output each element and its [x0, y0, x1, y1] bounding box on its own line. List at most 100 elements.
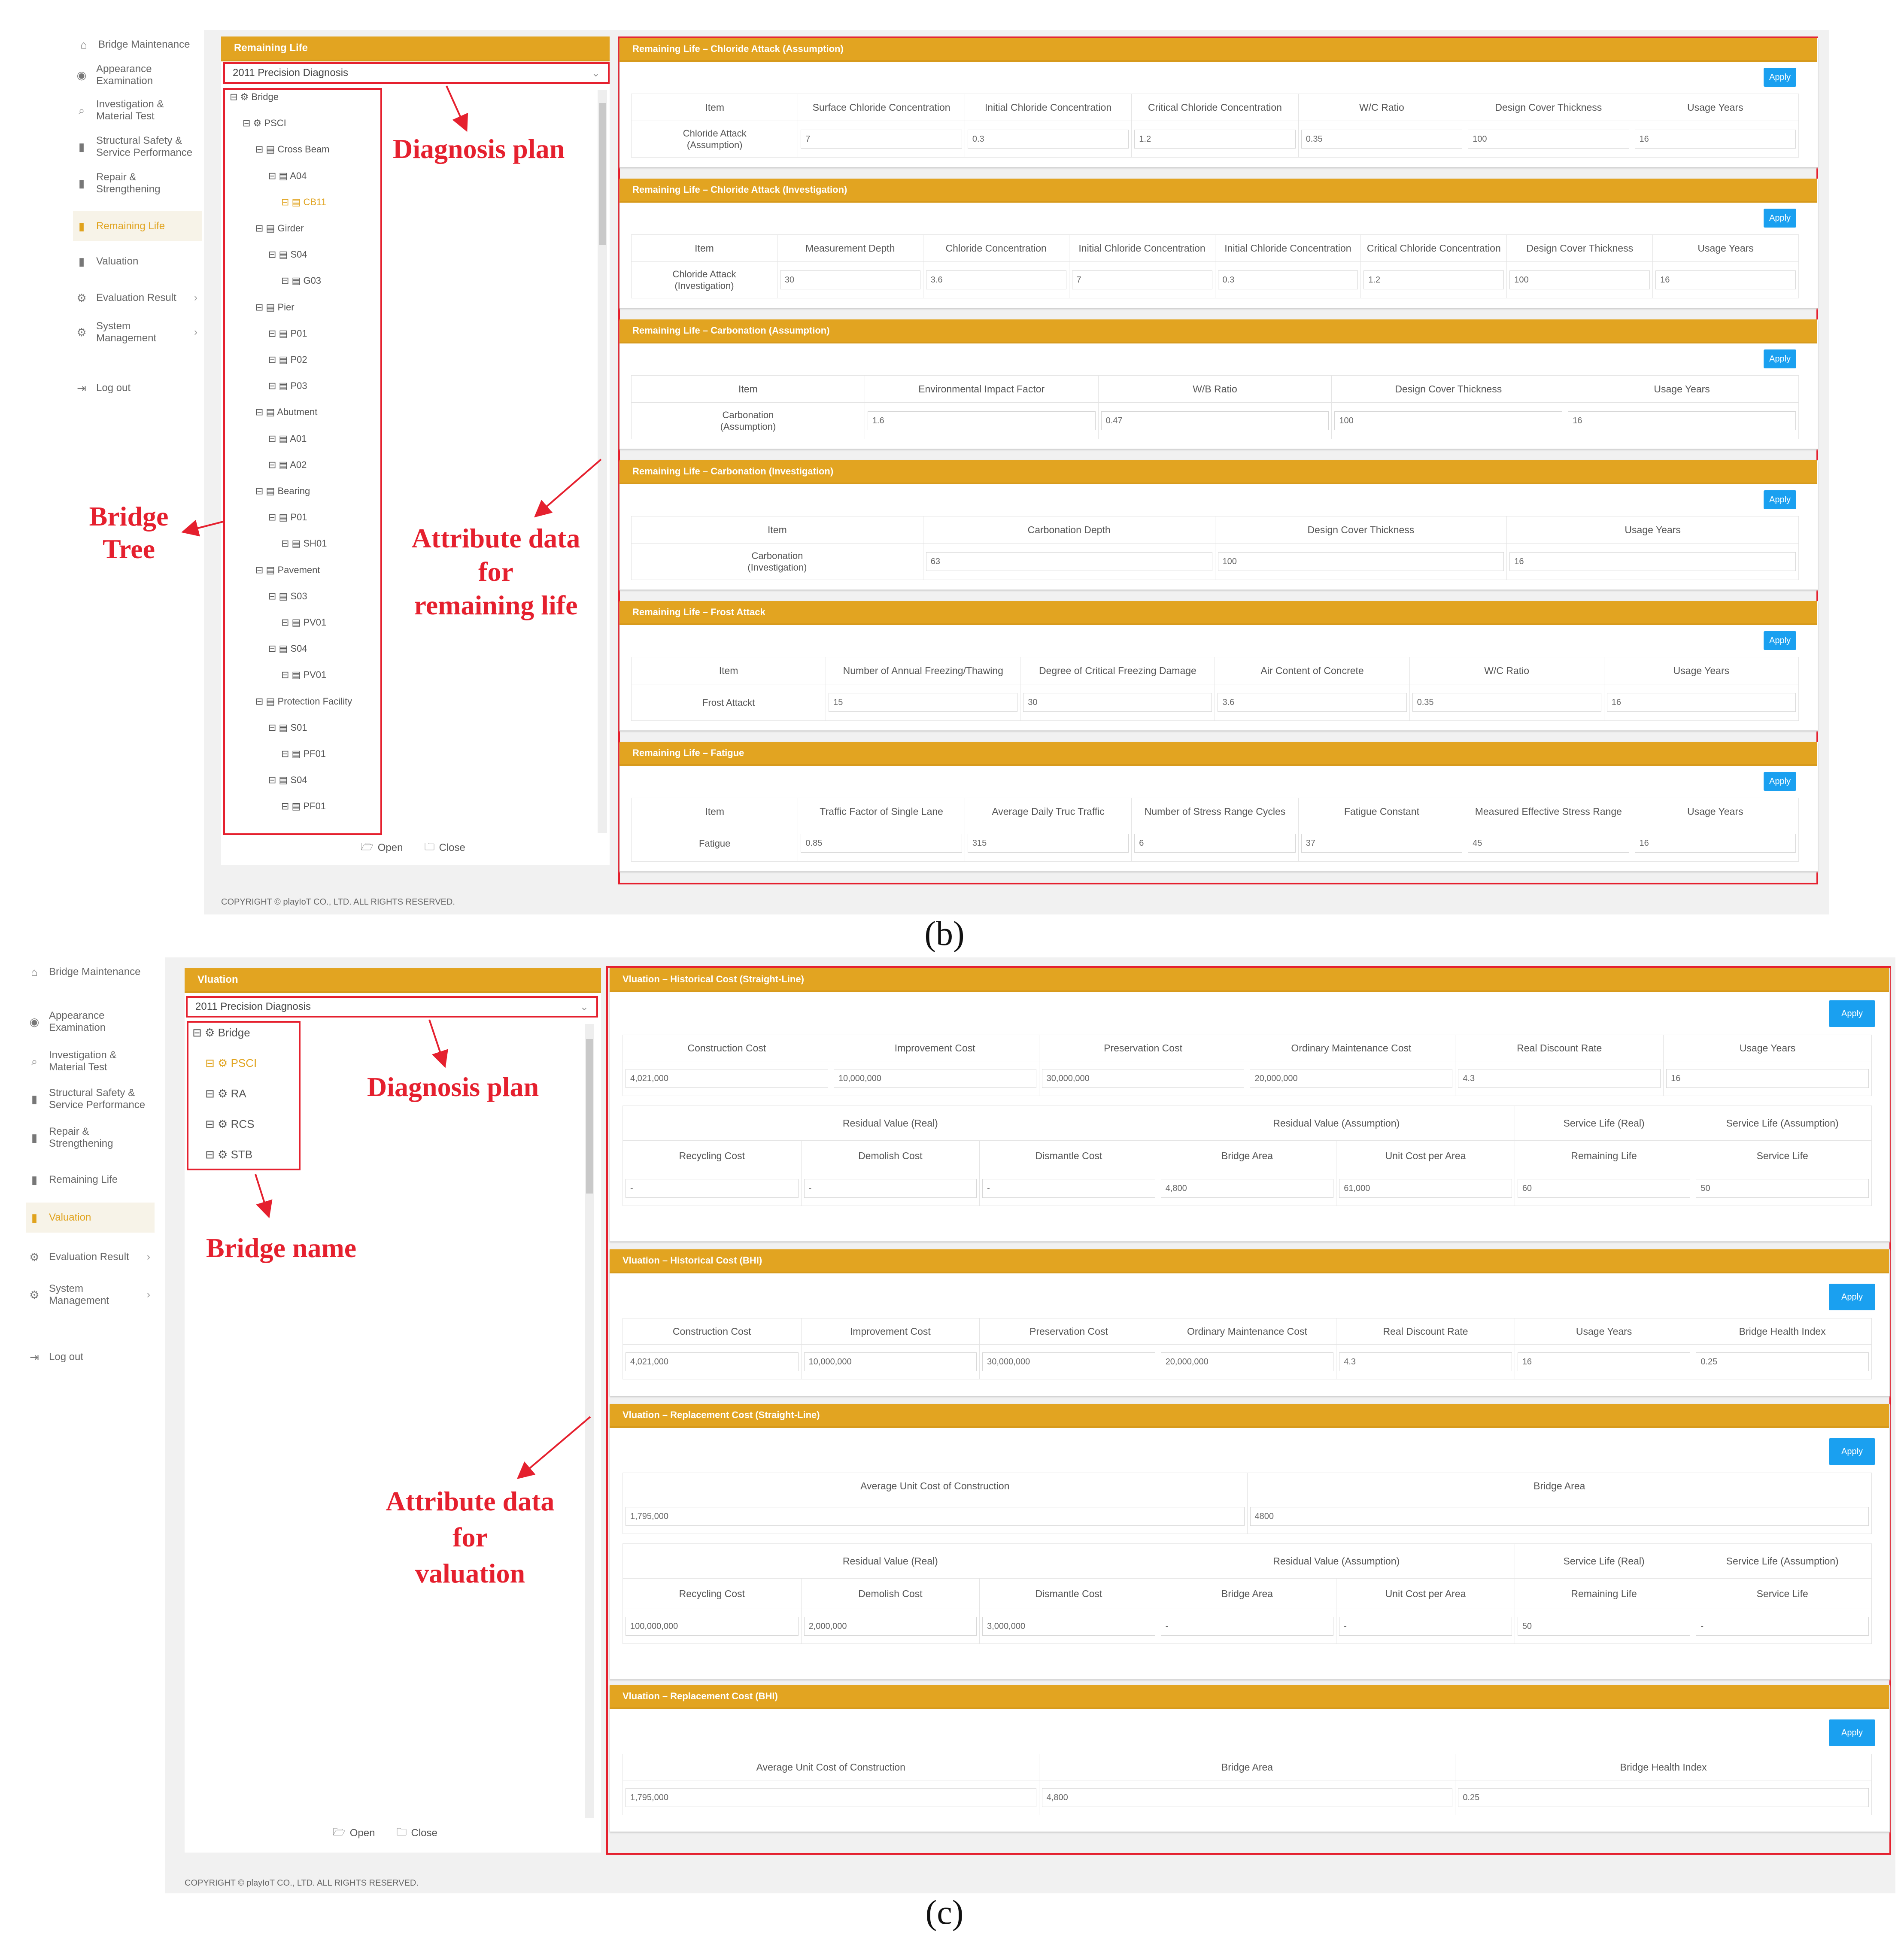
tree-node[interactable]: ⊟ ▤ S01: [268, 722, 307, 733]
tree-toggle-icon[interactable]: ⊟: [281, 538, 292, 549]
value-input[interactable]: 20,000,000: [1250, 1069, 1453, 1088]
tree-node[interactable]: ⊟ ▤ S04: [268, 775, 307, 786]
apply-button[interactable]: Apply: [1764, 631, 1796, 650]
value-input[interactable]: 4.3: [1339, 1352, 1512, 1371]
tree-toggle-icon[interactable]: ⊟: [255, 564, 266, 575]
tree-node[interactable]: ⊟ ▤ Pavement: [255, 565, 320, 576]
tree-node[interactable]: ⊟ ▤ G03: [281, 275, 321, 286]
tree-toggle-icon[interactable]: ⊟: [268, 512, 279, 523]
value-input[interactable]: 1,795,000: [626, 1507, 1245, 1526]
close-button[interactable]: Close: [439, 842, 465, 854]
tree-toggle-icon[interactable]: ⊟: [255, 301, 266, 313]
tree-node[interactable]: ⊟ ▤ S04: [268, 249, 307, 260]
tree-toggle-icon[interactable]: ⊟: [281, 801, 292, 812]
value-input[interactable]: 1.6: [867, 411, 1096, 430]
value-input[interactable]: -: [804, 1179, 977, 1198]
value-input[interactable]: -: [1696, 1617, 1869, 1636]
value-input[interactable]: 16: [1634, 130, 1796, 149]
tree-node[interactable]: ⊟ ▤ PV01: [281, 617, 326, 628]
value-input[interactable]: 16: [1666, 1069, 1869, 1088]
tree-toggle-icon[interactable]: ⊟: [255, 696, 266, 707]
sidebar-item-log-out[interactable]: ⇥ Log out: [26, 1342, 155, 1372]
sidebar-item-investigation-material-test[interactable]: ⌕ Investigation & Material Test: [26, 1046, 155, 1076]
sidebar-item-repair-strengthening[interactable]: ▮ Repair & Strengthening: [73, 168, 202, 198]
value-input[interactable]: 100: [1468, 130, 1629, 149]
apply-button[interactable]: Apply: [1764, 772, 1796, 791]
value-input[interactable]: -: [1160, 1617, 1334, 1636]
tree-toggle-icon[interactable]: ⊟: [268, 249, 279, 260]
apply-button[interactable]: Apply: [1764, 68, 1796, 87]
tree-node[interactable]: ⊟ ⚙ PSCI: [205, 1057, 257, 1070]
value-input[interactable]: 20,000,000: [1160, 1352, 1334, 1371]
apply-button[interactable]: Apply: [1829, 1000, 1875, 1027]
value-input[interactable]: 3.6: [1218, 693, 1407, 712]
tree-toggle-icon[interactable]: ⊟: [268, 433, 279, 444]
tree-toggle-icon[interactable]: ⊟: [268, 590, 279, 601]
value-input[interactable]: -: [626, 1179, 799, 1198]
tree-toggle-icon[interactable]: ⊟: [268, 354, 279, 365]
tree-node[interactable]: ⊟ ▤ P03: [268, 380, 307, 392]
tree-toggle-icon[interactable]: ⊟: [243, 118, 253, 129]
sidebar-item-evaluation-result[interactable]: ⚙ Evaluation Result ›: [73, 283, 202, 313]
tree-node[interactable]: ⊟ ▤ P01: [268, 328, 307, 339]
value-input[interactable]: 0.3: [1218, 270, 1358, 289]
tree-scrollbar[interactable]: [598, 90, 607, 833]
value-input[interactable]: -: [1339, 1617, 1512, 1636]
tree-node[interactable]: ⊟ ▤ A04: [268, 170, 307, 182]
tree-node[interactable]: ⊟ ▤ PV01: [281, 669, 326, 680]
tree-toggle-icon[interactable]: ⊟: [255, 223, 266, 234]
sidebar-item-log-out[interactable]: ⇥ Log out: [73, 373, 202, 403]
tree-toggle-icon[interactable]: ⊟: [205, 1148, 218, 1161]
sidebar-item-remaining-life[interactable]: ▮ Remaining Life: [73, 211, 202, 241]
value-input[interactable]: 0.3: [967, 130, 1129, 149]
value-input[interactable]: -: [982, 1179, 1155, 1198]
value-input[interactable]: 4.3: [1458, 1069, 1661, 1088]
diagnosis-plan-select-c[interactable]: 2011 Precision Diagnosis ⌄: [186, 996, 598, 1018]
sidebar-item-valuation[interactable]: ▮ Valuation: [73, 246, 202, 276]
sidebar-item-repair-strengthening[interactable]: ▮ Repair & Strengthening: [26, 1123, 155, 1153]
tree-node[interactable]: ⊟ ▤ S04: [268, 643, 307, 654]
value-input[interactable]: 4,021,000: [626, 1352, 799, 1371]
tree-toggle-icon[interactable]: ⊟: [281, 196, 292, 207]
tree-node[interactable]: ⊟ ⚙ RA: [205, 1087, 246, 1100]
value-input[interactable]: 37: [1301, 834, 1463, 853]
value-input[interactable]: 60: [1517, 1179, 1691, 1198]
tree-node[interactable]: ⊟ ▤ Bearing: [255, 486, 310, 497]
tree-toggle-icon[interactable]: ⊟: [281, 617, 292, 628]
tree-toggle-icon[interactable]: ⊟: [268, 775, 279, 786]
tree-scrollbar-c[interactable]: [585, 1024, 594, 1818]
value-input[interactable]: 30: [780, 270, 920, 289]
value-input[interactable]: 30: [1023, 693, 1212, 712]
value-input[interactable]: 1.2: [1363, 270, 1504, 289]
tree-node[interactable]: ⊟ ▤ Abutment: [255, 407, 317, 418]
apply-button[interactable]: Apply: [1764, 209, 1796, 228]
open-button[interactable]: Open: [349, 1827, 375, 1839]
sidebar-item-structural-safety-service-performance[interactable]: ▮ Structural Safety & Service Performance: [26, 1084, 155, 1114]
value-input[interactable]: 2,000,000: [804, 1617, 977, 1636]
value-input[interactable]: 45: [1468, 834, 1629, 853]
tree-toggle-icon[interactable]: ⊟: [192, 1026, 205, 1039]
sidebar-item-structural-safety-service-performance[interactable]: ▮ Structural Safety & Service Performance: [73, 132, 202, 162]
value-input[interactable]: 16: [1606, 693, 1796, 712]
tree-node[interactable]: ⊟ ▤ P01: [268, 512, 307, 523]
value-input[interactable]: 4,800: [1160, 1179, 1334, 1198]
tree-node[interactable]: ⊟ ▤ A01: [268, 433, 307, 444]
sidebar-item-system-management[interactable]: ⚙ System Management ›: [26, 1280, 155, 1310]
value-input[interactable]: 4,800: [1042, 1788, 1453, 1807]
value-input[interactable]: 7: [1072, 270, 1212, 289]
tree-node[interactable]: ⊟ ▤ Girder: [255, 223, 304, 234]
apply-button[interactable]: Apply: [1829, 1438, 1875, 1465]
tree-node[interactable]: ⊟ ▤ A02: [268, 459, 307, 471]
tree-toggle-icon[interactable]: ⊟: [230, 91, 240, 102]
tree-node[interactable]: ⊟ ▤ S03: [268, 591, 307, 602]
tree-scrollbar-thumb-c[interactable]: [586, 1039, 593, 1194]
tree-toggle-icon[interactable]: ⊟: [255, 407, 266, 418]
tree-toggle-icon[interactable]: ⊟: [268, 722, 279, 733]
value-input[interactable]: 100: [1218, 552, 1504, 571]
value-input[interactable]: 0.85: [801, 834, 962, 853]
sidebar-home-c[interactable]: ⌂ Bridge Maintenance: [26, 966, 140, 978]
value-input[interactable]: 16: [1517, 1352, 1691, 1371]
value-input[interactable]: 1.2: [1134, 130, 1296, 149]
value-input[interactable]: 30,000,000: [982, 1352, 1155, 1371]
tree-toggle-icon[interactable]: ⊟: [205, 1087, 218, 1100]
